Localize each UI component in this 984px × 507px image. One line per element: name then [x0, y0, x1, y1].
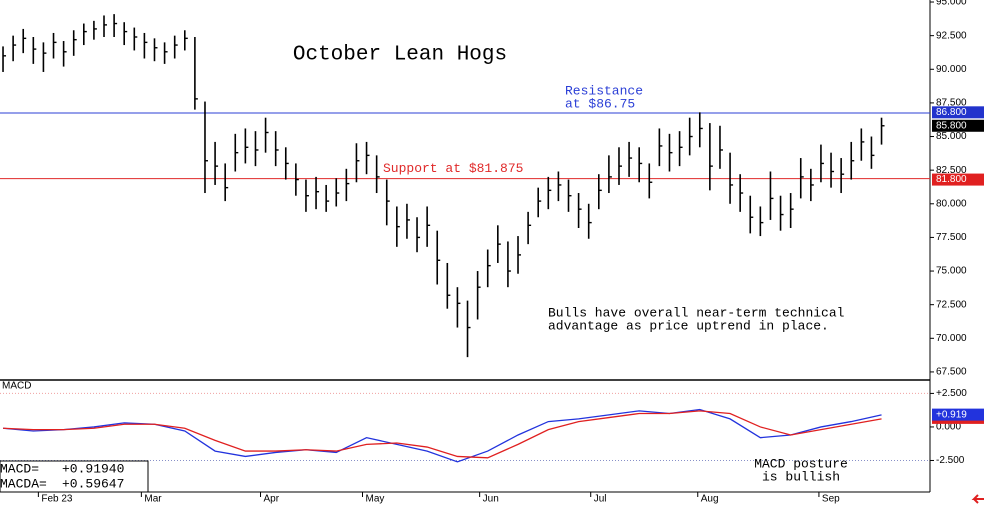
- y-tick-label: 82.500: [936, 165, 967, 176]
- scroll-arrow: [971, 494, 984, 504]
- y-tick-label: 72.500: [936, 299, 967, 310]
- price-marker-label: 81.800: [936, 174, 967, 185]
- macd-line: [3, 410, 882, 459]
- x-tick-label: Sep: [822, 494, 840, 505]
- x-tick-label: Mar: [144, 494, 162, 505]
- price-marker-label: +0.919: [936, 409, 967, 420]
- readout-label: MACD=: [0, 461, 39, 476]
- price-marker-label: 85.800: [936, 120, 967, 131]
- readout-box: [0, 460, 149, 493]
- price-marker: [932, 408, 984, 421]
- annotation: advantage as price uptrend in place.: [548, 318, 829, 333]
- panel-title: MACD: [2, 381, 31, 392]
- x-tick-label: Feb 23: [41, 494, 73, 505]
- x-tick-label: Apr: [264, 494, 280, 505]
- y-tick-label: 77.500: [936, 232, 967, 243]
- y-tick-label: 0.000: [936, 422, 961, 433]
- chart-title: October Lean Hogs: [293, 44, 507, 67]
- annotation: is bullish: [762, 469, 840, 484]
- y-tick-label: 85.000: [936, 131, 967, 142]
- x-tick-label: Jul: [594, 494, 607, 505]
- level-label: Support at $81.875: [383, 161, 523, 176]
- macd-line: [2, 408, 882, 463]
- y-tick-label: 92.500: [936, 30, 967, 41]
- x-tick-label: Jun: [483, 494, 499, 505]
- y-tick-label: 90.000: [936, 64, 967, 75]
- price-marker-label: 86.800: [936, 107, 967, 118]
- y-tick-label: 87.500: [936, 98, 967, 109]
- readout-label: MACDA=: [0, 476, 47, 491]
- price-marker: [932, 106, 984, 119]
- y-tick-label: 67.500: [936, 367, 967, 378]
- y-tick-label: +2.500: [936, 388, 967, 399]
- readout-value: +0.59647: [62, 476, 124, 491]
- y-tick-label: 70.000: [936, 333, 967, 344]
- y-tick-label: 75.000: [936, 266, 967, 277]
- annotation: Bulls have overall near-term technical: [548, 305, 845, 320]
- annotation: MACD posture: [754, 456, 848, 471]
- y-tick-label: 80.000: [936, 198, 967, 209]
- level-label: Resistance: [565, 83, 643, 98]
- y-tick-label: 95.000: [936, 0, 967, 8]
- x-tick-label: Aug: [701, 494, 719, 505]
- readout-value: +0.91940: [62, 461, 124, 476]
- price-marker: [932, 119, 984, 132]
- level-label: at $86.75: [565, 96, 635, 111]
- y-tick-label: -2.500: [936, 455, 965, 466]
- x-tick-label: May: [366, 494, 385, 505]
- price-marker: [932, 173, 984, 186]
